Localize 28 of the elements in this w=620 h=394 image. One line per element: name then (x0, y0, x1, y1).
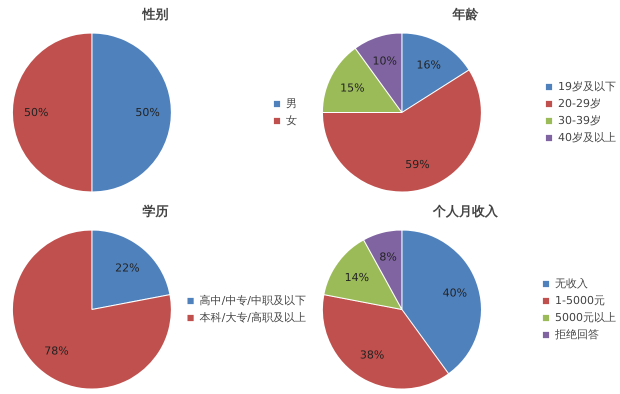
data-label: 15% (340, 81, 365, 94)
data-label: 10% (372, 54, 397, 68)
data-label: 50% (24, 106, 48, 119)
data-label: 40% (442, 286, 468, 300)
data-label: 50% (135, 106, 160, 119)
data-label: 22% (115, 261, 140, 274)
data-label: 8% (379, 250, 397, 264)
chart-title: 性别 (142, 8, 168, 22)
data-label: 38% (360, 348, 384, 362)
legend-label: 拒绝回答 (555, 327, 599, 342)
data-label: 59% (405, 158, 430, 171)
data-label: 14% (344, 271, 370, 284)
legend-label: 40岁及以上 (558, 130, 616, 145)
legend-label: 5000元以上 (555, 310, 616, 325)
chart-title: 个人月收入 (432, 204, 499, 220)
data-label: 16% (416, 58, 441, 72)
legend-label: 30-39岁 (558, 113, 601, 128)
legend-label: 男 (286, 96, 298, 111)
legend-label: 无收入 (555, 276, 588, 291)
legend-label: 1-5000元 (555, 293, 605, 308)
chart-title: 年龄 (452, 8, 480, 22)
legend-label: 本科/大专/高职及以上 (200, 310, 306, 325)
chart-title: 学历 (142, 204, 168, 220)
legend-label: 女 (286, 113, 298, 128)
legend-label: 20-29岁 (558, 96, 601, 111)
legend-label: 19岁及以下 (558, 79, 616, 94)
legend-label: 高中/中专/中职及以下 (200, 293, 306, 308)
data-label: 78% (44, 344, 69, 358)
